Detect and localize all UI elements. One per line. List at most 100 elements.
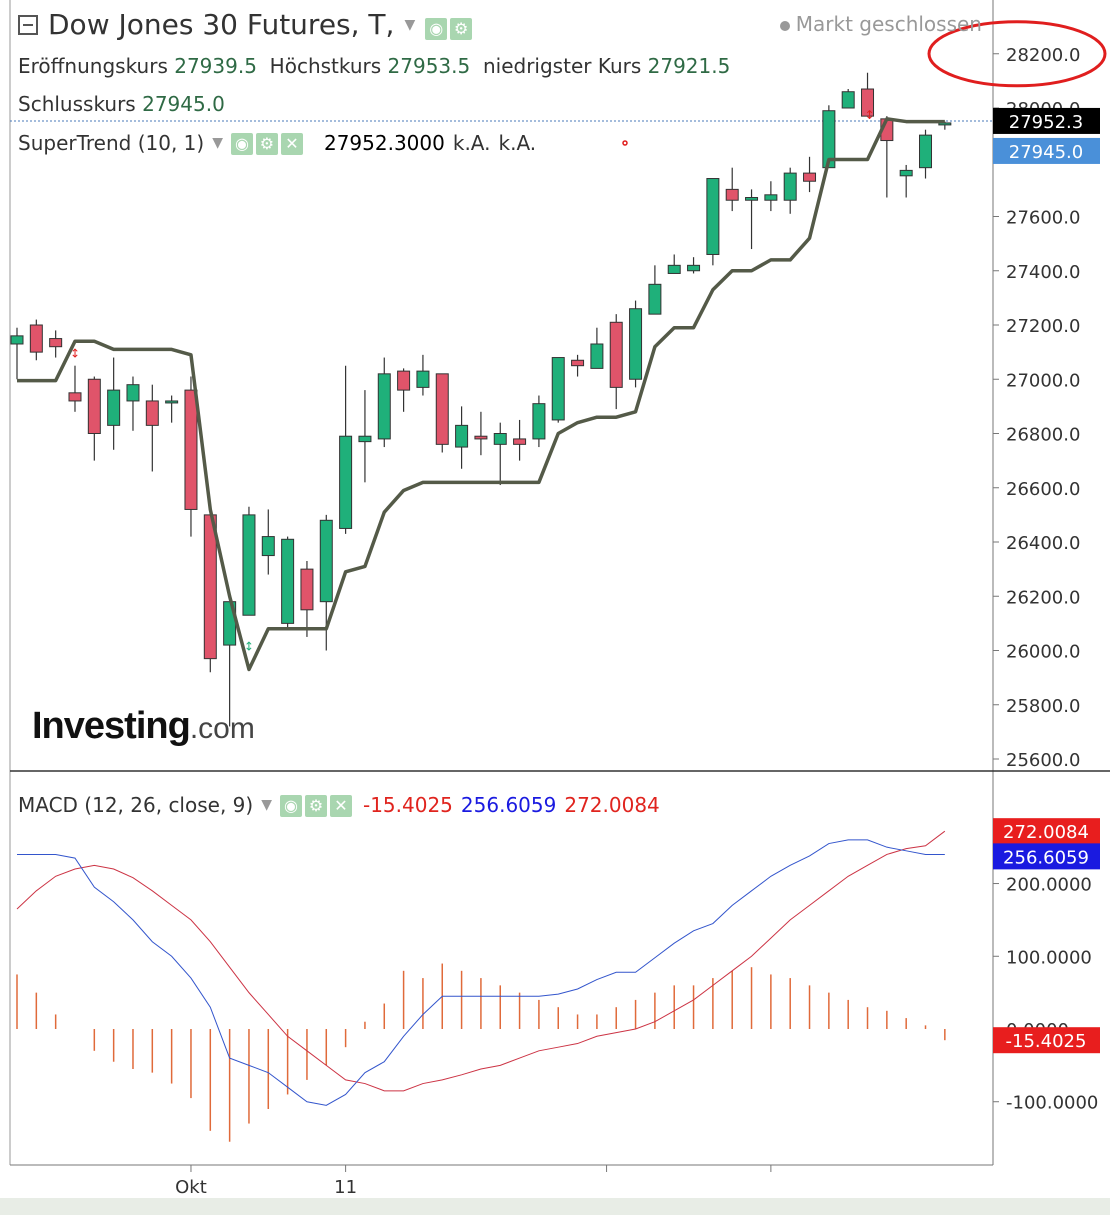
close-icon[interactable]: ✕ bbox=[329, 795, 352, 817]
candle-body bbox=[513, 438, 527, 445]
macd-legend: MACD (12, 26, close, 9) ▼ ◉ ⚙ ✕ -15.4025 2… bbox=[18, 792, 660, 817]
candle-body bbox=[783, 172, 797, 201]
gear-icon[interactable]: ⚙ bbox=[255, 133, 278, 155]
high-value: 27953.5 bbox=[387, 54, 471, 78]
close-row: Schlusskurs 27945.0 bbox=[18, 92, 225, 116]
candle-body bbox=[145, 400, 159, 426]
supertrend-line bbox=[17, 117, 945, 672]
bottom-toolbar bbox=[0, 1198, 1110, 1215]
price-tick-label: 25800.0 bbox=[1006, 696, 1080, 717]
high-label: Höchstkurs bbox=[269, 54, 382, 78]
price-tick-label: 27400.0 bbox=[1006, 262, 1080, 283]
signal-value-tag: 272.0084 bbox=[1003, 822, 1089, 843]
chevron-down-icon[interactable]: ▼ bbox=[212, 134, 223, 151]
candle-body bbox=[745, 197, 759, 201]
candle-body bbox=[416, 370, 430, 388]
histogram-value-tag: -15.4025 bbox=[1006, 1031, 1087, 1052]
candle-body bbox=[242, 514, 256, 616]
candle-body bbox=[648, 283, 662, 315]
macd-value-1: -15.4025 bbox=[362, 792, 453, 817]
close-icon[interactable]: ✕ bbox=[280, 133, 303, 155]
ohlc-row: Eröffnungskurs 27939.5 Höchstkurs 27953.… bbox=[18, 54, 730, 78]
macd-tick-label: 200.0000 bbox=[1006, 875, 1092, 896]
indicator-dot bbox=[622, 140, 628, 146]
candle-body bbox=[822, 110, 836, 169]
price-tick-label: 25600.0 bbox=[1006, 750, 1080, 771]
candle-body bbox=[861, 88, 875, 117]
supertrend-legend: SuperTrend (10, 1) ▼ ◉ ⚙ ✕ 27952.3000 k.A.… bbox=[18, 130, 536, 155]
collapse-icon[interactable] bbox=[18, 14, 38, 35]
open-value: 27939.5 bbox=[174, 54, 257, 78]
macd-value-2: 256.6059 bbox=[460, 792, 557, 817]
price-tick-label: 27200.0 bbox=[1006, 316, 1080, 337]
candle-body bbox=[687, 264, 701, 272]
candle-body bbox=[609, 321, 623, 388]
status-dot-icon bbox=[779, 20, 790, 31]
candle-body bbox=[87, 378, 101, 434]
candle-body bbox=[474, 435, 488, 440]
close-value: 27945.0 bbox=[142, 92, 225, 116]
candle-body bbox=[571, 359, 585, 367]
supertrend-icons: ◉ ⚙ ✕ bbox=[230, 130, 306, 155]
supertrend-na-1: k.A. bbox=[452, 130, 491, 155]
chart-title-row: Dow Jones 30 Futures, T, ▼ ◉ ⚙ bbox=[18, 8, 475, 41]
candle-body bbox=[377, 373, 391, 440]
time-tick-label: 11 bbox=[334, 1177, 357, 1198]
macd-label: MACD (12, 26, close, 9) bbox=[18, 792, 254, 817]
annotation-ellipse bbox=[927, 20, 1107, 88]
candle-body bbox=[68, 392, 82, 402]
eye-icon[interactable]: ◉ bbox=[230, 133, 253, 155]
candle-body bbox=[126, 384, 140, 402]
market-status-label: Markt geschlossen bbox=[795, 12, 982, 36]
chevron-down-icon[interactable]: ▼ bbox=[261, 796, 272, 813]
candle-body bbox=[435, 373, 449, 445]
instrument-icons: ◉ ⚙ bbox=[425, 8, 475, 41]
supertrend-label: SuperTrend (10, 1) bbox=[18, 130, 205, 155]
gear-icon[interactable]: ⚙ bbox=[304, 795, 327, 817]
supertrend-value: 27952.3000 bbox=[323, 130, 445, 155]
price-tick-label: 27600.0 bbox=[1006, 208, 1080, 229]
low-label: niedrigster Kurs bbox=[482, 54, 642, 78]
market-status: Markt geschlossen bbox=[779, 12, 982, 36]
chevron-down-icon[interactable]: ▼ bbox=[404, 16, 416, 33]
candle-body bbox=[841, 91, 855, 109]
eye-icon[interactable]: ◉ bbox=[279, 795, 302, 817]
close-label: Schlusskurs bbox=[18, 92, 136, 116]
candle-body bbox=[551, 357, 565, 421]
eye-icon[interactable]: ◉ bbox=[425, 18, 448, 40]
price-tick-label: 26400.0 bbox=[1006, 533, 1080, 554]
gear-icon[interactable]: ⚙ bbox=[450, 18, 473, 40]
candle-body bbox=[203, 514, 217, 660]
candle-body bbox=[184, 389, 198, 510]
candle-body bbox=[706, 178, 720, 255]
candle-body bbox=[358, 435, 372, 443]
close-price-tag: 27945.0 bbox=[1009, 142, 1083, 163]
candle-body bbox=[532, 403, 546, 440]
candle-body bbox=[667, 264, 681, 274]
candle-body bbox=[319, 519, 333, 603]
histogram-value-tag-bg bbox=[993, 1027, 1100, 1054]
price-tick-label: 26200.0 bbox=[1006, 587, 1080, 608]
price-tick-label: 27000.0 bbox=[1006, 370, 1080, 391]
candle-body bbox=[629, 308, 643, 380]
candle-body bbox=[339, 435, 353, 529]
signal-value-tag-bg bbox=[993, 818, 1100, 845]
candle-body bbox=[455, 424, 469, 448]
last-price-tag: 27952.3 bbox=[1009, 112, 1083, 133]
time-tick-label: Okt bbox=[175, 1177, 207, 1198]
close-price-tag-bg bbox=[993, 137, 1100, 164]
investing-logo: Investing.com bbox=[32, 705, 255, 747]
low-value: 27921.5 bbox=[647, 54, 731, 78]
price-tick-label: 26000.0 bbox=[1006, 642, 1080, 663]
candle-body bbox=[764, 194, 778, 201]
candle-body bbox=[29, 324, 43, 353]
chart-title: Dow Jones 30 Futures, T, bbox=[48, 8, 395, 41]
price-tick-label: 26600.0 bbox=[1006, 479, 1080, 500]
trend-down-marker: ↕ bbox=[864, 108, 874, 122]
macd-value-tag-bg bbox=[993, 843, 1100, 870]
price-tick-label: 28200.0 bbox=[1006, 45, 1080, 66]
candle-body bbox=[10, 335, 24, 345]
supertrend-na-2: k.A. bbox=[498, 130, 537, 155]
candle-body bbox=[899, 169, 913, 177]
